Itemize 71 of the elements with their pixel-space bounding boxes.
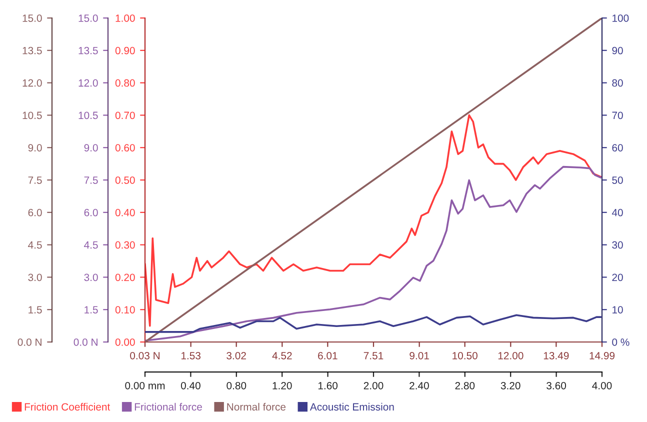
- x2-tick-label: 1.20: [272, 382, 292, 390]
- x-tick-label: 10.50: [452, 352, 478, 360]
- y3-tick-label: 40: [612, 208, 623, 216]
- x2-tick-label: 2.40: [410, 382, 429, 390]
- x2-tick-label: 2.00: [364, 382, 384, 390]
- x-tick-label: 13.49: [544, 352, 569, 360]
- text: 3.0: [28, 274, 42, 282]
- y3-tick-label: 100: [612, 14, 629, 22]
- line-series: [145, 314, 602, 333]
- y2-tick-label: 0.40: [115, 208, 135, 216]
- y-tick-label: 1.5: [84, 306, 98, 314]
- x-tick-label: 14.99: [590, 352, 615, 360]
- y3-tick-label: 90: [612, 46, 623, 54]
- legend-label: Frictional force: [134, 402, 202, 411]
- y3-tick-label: 70: [612, 112, 623, 120]
- y2-tick-label: 1.00: [116, 14, 135, 22]
- y3-tick-label: 10: [612, 306, 623, 314]
- text: 13.5: [22, 46, 42, 54]
- y2-tick-label: 0.80: [115, 79, 135, 87]
- legend-label: Acoustic Emission: [310, 402, 394, 411]
- y2-tick-label: 0.60: [115, 144, 135, 152]
- x-tick-label: 6.01: [318, 352, 338, 360]
- text: 10.5: [22, 112, 42, 120]
- y2-tick-label: 0.20: [115, 274, 135, 282]
- legend-label: Friction Coefficient: [24, 402, 110, 411]
- x2-tick-label: 0.40: [180, 382, 200, 390]
- y-tick-label: 10.5: [78, 112, 98, 120]
- x-tick-label: 4.52: [272, 352, 292, 360]
- x-tick-label: 9.01: [410, 352, 429, 360]
- x2-tick-label: 0.00 mm: [125, 382, 165, 390]
- x2-tick-label: 0.80: [226, 382, 246, 390]
- y-tick-label: 9.0: [84, 144, 98, 152]
- x-tick-label: 0.03 N: [130, 352, 160, 360]
- y2-tick-label: 0.10: [115, 306, 135, 314]
- x2-tick-label: 3.60: [546, 382, 566, 390]
- y2-tick-label: 0.50: [115, 176, 135, 184]
- y2-tick-label: 0.70: [115, 112, 135, 120]
- x-tick-label: 3.02: [226, 352, 246, 360]
- text: 6.0: [28, 208, 42, 216]
- x-tick-label: 7.51: [364, 352, 384, 360]
- y3-tick-label: 20: [612, 274, 623, 282]
- y-tick-label: 4.5: [84, 241, 98, 249]
- y3-tick-label: 30: [612, 241, 623, 249]
- y-tick-label: 15.0: [78, 14, 98, 22]
- y-tick-label: 13.5: [78, 46, 98, 54]
- y2-tick-label: 0.00: [115, 338, 135, 346]
- x2-tick-label: 3.20: [500, 382, 520, 390]
- text: 12.0: [22, 79, 42, 87]
- text: 7.5: [28, 176, 42, 184]
- y3-tick-label: 0 %: [612, 338, 630, 346]
- text: 0.0 N: [18, 338, 42, 346]
- y3-tick-label: 50: [612, 176, 623, 184]
- text: 1.5: [28, 306, 42, 314]
- y-tick-label: 0.0 N: [74, 338, 98, 346]
- x2-tick-label: 4.00: [592, 382, 612, 390]
- y-tick-label: 12.0: [78, 79, 98, 87]
- y-tick-label: 6.0: [84, 208, 98, 216]
- y-tick-label: 7.5: [84, 176, 98, 184]
- text: 4.5: [28, 241, 42, 249]
- x-tick-label: 1.53: [181, 352, 200, 360]
- legend-label: Normal force: [227, 402, 286, 411]
- y3-tick-label: 60: [612, 144, 623, 152]
- x2-tick-label: 1.60: [318, 382, 338, 390]
- y3-tick-label: 80: [612, 79, 623, 87]
- x-tick-label: 12.00: [498, 352, 524, 360]
- text: 15.0: [22, 14, 42, 22]
- y-tick-label: 3.0: [84, 274, 98, 282]
- x2-tick-label: 2.80: [455, 382, 475, 390]
- y2-tick-label: 0.90: [115, 46, 135, 54]
- text: 9.0: [28, 144, 42, 152]
- y2-tick-label: 0.30: [115, 241, 135, 249]
